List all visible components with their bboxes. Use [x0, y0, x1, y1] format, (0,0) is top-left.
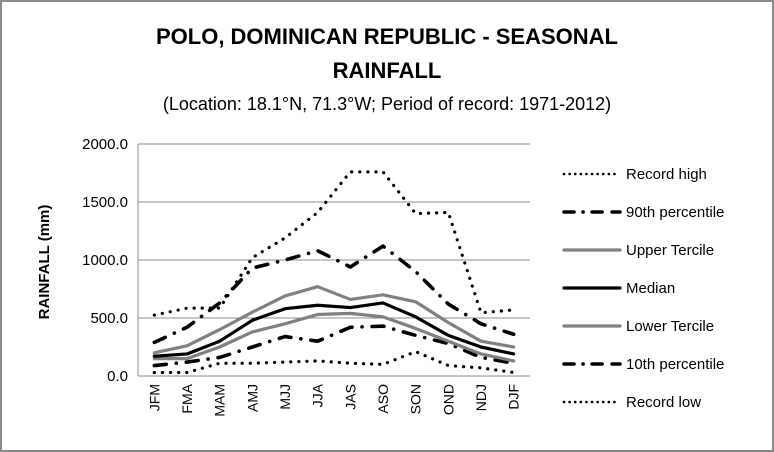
legend-item-median: Median	[562, 280, 675, 297]
y-tick-label: 1500.0	[82, 194, 128, 211]
legend-item-record-low: Record low	[562, 394, 701, 411]
legend-item-lower-tercile: Lower Tercile	[562, 318, 714, 335]
legend-item-record-high: Record high	[562, 166, 707, 183]
legend-label: 90th percentile	[626, 204, 724, 221]
legend-item-90th-percentile: 90th percentile	[562, 204, 724, 221]
legend-label: Median	[626, 280, 675, 297]
x-tick-label: DJF	[506, 384, 522, 410]
series-line-90th-percentile	[152, 244, 516, 345]
series-line-record-low	[152, 350, 516, 375]
series-line-upper-tercile	[152, 285, 516, 355]
x-tick-label: FMA	[179, 383, 195, 413]
y-axis-label: RAINFALL (mm)	[36, 205, 53, 320]
x-tick-label: ASO	[375, 384, 391, 414]
legend-label: Lower Tercile	[626, 318, 714, 335]
series-line-10th-percentile	[152, 324, 516, 368]
x-tick-label: MJJ	[277, 384, 293, 410]
series-line-median	[152, 301, 516, 358]
y-tick-label: 0.0	[107, 368, 128, 385]
legend-item-upper-tercile: Upper Tercile	[562, 242, 714, 259]
x-tick-label: SON	[408, 384, 424, 414]
chart-subtitle: (Location: 18.1°N, 71.3°W; Period of rec…	[162, 94, 612, 114]
series-line-lower-tercile	[152, 311, 516, 363]
legend-item-10th-percentile: 10th percentile	[562, 356, 724, 373]
x-tick-label: JFM	[146, 384, 162, 411]
legend-label: 10th percentile	[626, 356, 724, 373]
chart-title-line-2: RAINFALL	[332, 58, 442, 83]
chart-title-line-1: POLO, DOMINICAN REPUBLIC - SEASONAL	[155, 24, 618, 49]
x-tick-label: JJA	[310, 383, 326, 407]
legend-label: Record low	[626, 394, 701, 411]
y-tick-label: 2000.0	[82, 136, 128, 153]
y-tick-label: 1000.0	[82, 252, 128, 269]
x-tick-label: JAS	[342, 384, 358, 410]
y-tick-label: 500.0	[90, 310, 128, 327]
x-tick-label: OND	[440, 384, 456, 415]
legend-label: Upper Tercile	[626, 242, 714, 259]
x-tick-label: MAM	[212, 384, 228, 417]
x-tick-label: AMJ	[244, 384, 260, 412]
x-tick-label: NDJ	[473, 384, 489, 411]
legend-label: Record high	[626, 166, 707, 183]
